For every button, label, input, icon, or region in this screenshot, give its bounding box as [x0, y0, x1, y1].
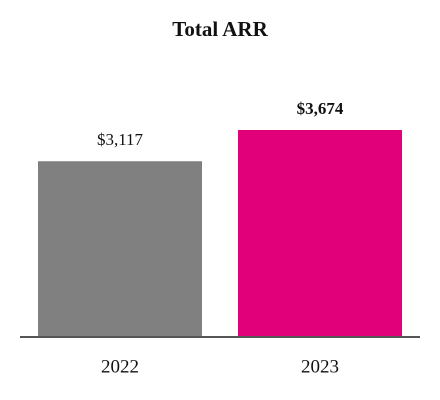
value-label: $3,117 [97, 130, 144, 149]
x-tick-label: 2023 [301, 356, 339, 377]
bar [38, 161, 202, 336]
chart-title: Total ARR [172, 17, 268, 41]
x-tick-label: 2022 [101, 356, 139, 377]
value-label: $3,674 [297, 99, 344, 118]
bar [238, 130, 402, 336]
